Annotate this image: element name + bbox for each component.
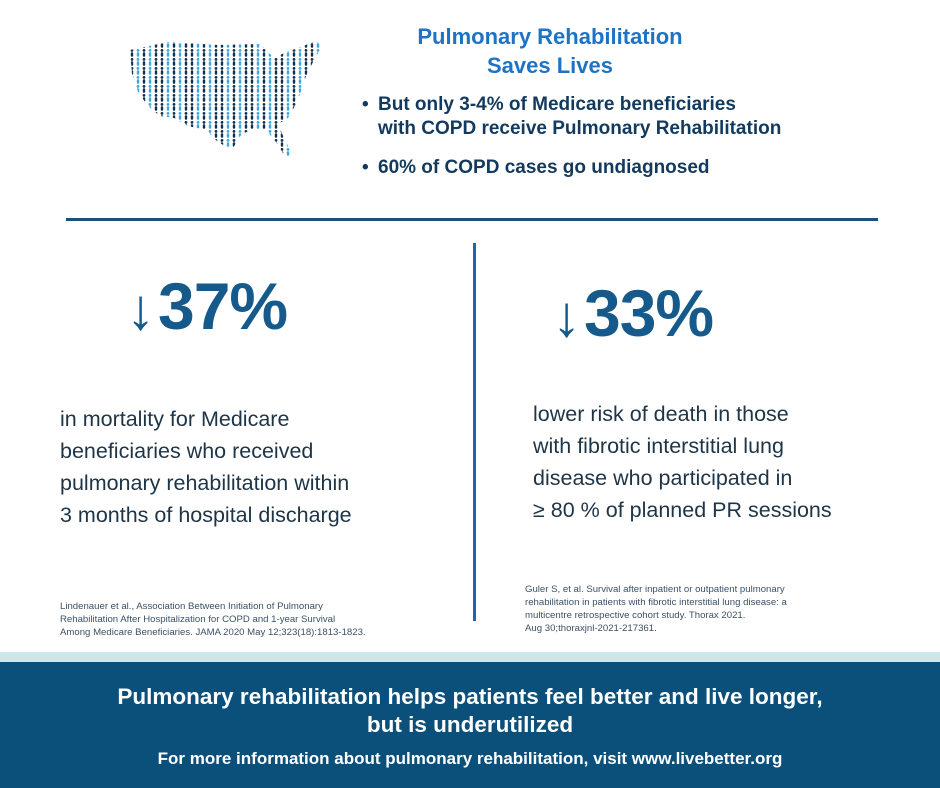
citation-line: Guler S, et al. Survival after inpatient… <box>525 584 785 595</box>
fact-line: 60% of COPD cases go undiagnosed <box>378 157 710 178</box>
description-line: ≥ 80 % of planned PR sessions <box>533 498 832 522</box>
footer-accent-strip <box>0 652 940 662</box>
footer-info-text: For more information about pulmonary reh… <box>157 749 783 768</box>
description-line: beneficiaries who received <box>60 439 314 463</box>
down-arrow-icon: ↓ <box>552 284 581 349</box>
mortality-stat: ↓37% <box>126 269 288 345</box>
fact-line: But only 3-4% of Medicare beneficiaries <box>378 94 736 115</box>
description-line: with fibrotic interstitial lung <box>533 434 784 458</box>
fact-item-undiagnosed: 60% of COPD cases go undiagnosed <box>362 156 902 180</box>
description-line: pulmonary rehabilitation within <box>60 471 350 495</box>
title-line-1: Pulmonary Rehabilitation <box>417 24 683 49</box>
description-line: disease who participated in <box>533 466 793 490</box>
citation-line: Aug 30;thoraxjnl-2021-217361. <box>525 623 657 634</box>
description-line: in mortality for Medicare <box>60 407 290 431</box>
citation-line: Among Medicare Beneficiaries. JAMA 2020 … <box>60 627 366 638</box>
death-risk-stat: ↓33% <box>552 276 714 352</box>
down-arrow-icon: ↓ <box>126 277 155 342</box>
stat-value: 33% <box>584 276 714 350</box>
citation-guler: Guler S, et al. Survival after inpatient… <box>525 583 787 635</box>
footer-headline: Pulmonary rehabilitation helps patients … <box>0 683 940 739</box>
citation-lindenauer: Lindenauer et al., Association Between I… <box>60 600 366 639</box>
citation-line: Rehabilitation After Hospitalization for… <box>60 614 336 625</box>
fact-item-medicare: But only 3-4% of Medicare beneficiaries … <box>362 93 902 141</box>
usa-people-map-icon <box>130 41 320 158</box>
vertical-divider <box>473 243 476 621</box>
title-line-2: Saves Lives <box>487 53 613 78</box>
footer-banner: Pulmonary rehabilitation helps patients … <box>0 662 940 788</box>
death-risk-description: lower risk of death in those with fibrot… <box>533 398 832 526</box>
citation-line: multicentre retrospective cohort study. … <box>525 610 746 621</box>
horizontal-divider <box>66 218 878 221</box>
citation-line: rehabilitation in patients with fibrotic… <box>525 597 787 608</box>
fact-line: with COPD receive Pulmonary Rehabilitati… <box>378 118 782 139</box>
page-title: Pulmonary Rehabilitation Saves Lives <box>340 22 760 80</box>
key-facts-list: But only 3-4% of Medicare beneficiaries … <box>362 93 902 180</box>
footer-headline-line: but is underutilized <box>366 712 574 737</box>
description-line: lower risk of death in those <box>533 402 789 426</box>
footer-headline-line: Pulmonary rehabilitation helps patients … <box>117 684 823 709</box>
mortality-description: in mortality for Medicare beneficiaries … <box>60 403 352 531</box>
citation-line: Lindenauer et al., Association Between I… <box>60 601 323 612</box>
stat-value: 37% <box>158 269 288 343</box>
description-line: 3 months of hospital discharge <box>60 503 352 527</box>
